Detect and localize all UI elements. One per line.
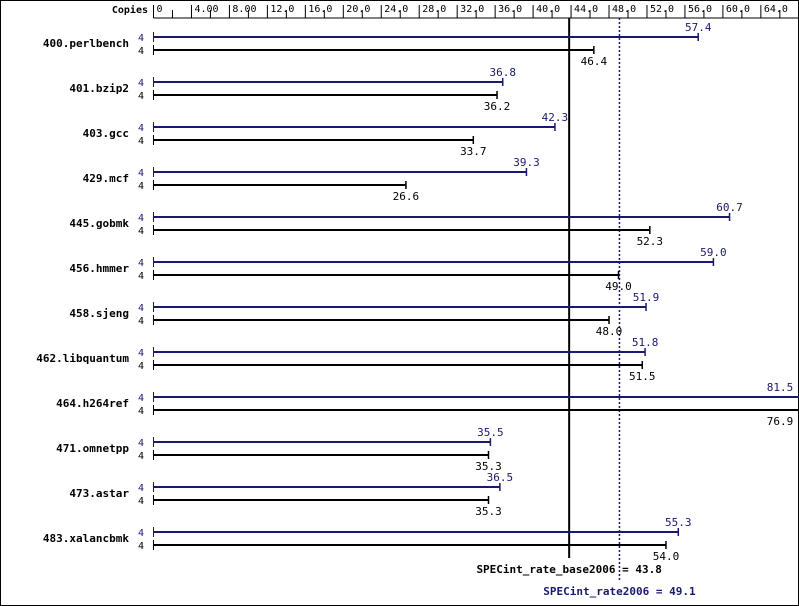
- copies-count: 4: [138, 78, 144, 89]
- value-label: 59.0: [700, 246, 727, 259]
- value-label: 57.4: [685, 21, 712, 34]
- copies-count: 4: [138, 33, 144, 44]
- x-tick-label: 44.0: [574, 4, 598, 15]
- value-label: 39.3: [513, 156, 540, 169]
- value-label: 51.5: [629, 370, 656, 383]
- reference-lines: SPECint_rate_base2006 = 43.8 SPECint_rate…: [476, 18, 696, 598]
- benchmark-label: 473.astar: [69, 487, 129, 500]
- x-tick-label: 52.0: [650, 4, 674, 15]
- benchmark-rows: 400.perlbench 4 57.4 4 46.4 401.bzip2 4 36.8 4 36…: [36, 21, 799, 563]
- x-tick-label: 48.0: [612, 4, 636, 15]
- benchmark-row: 462.libquantum 4 51.8 4 51.5: [36, 336, 658, 383]
- benchmark-label: 456.hmmer: [69, 262, 129, 275]
- benchmark-row: 464.h264ref 4 81.5 4 76.9: [56, 381, 799, 428]
- benchmark-label: 471.omnetpp: [56, 442, 129, 455]
- copies-count: 4: [138, 136, 144, 147]
- copies-count: 4: [138, 123, 144, 134]
- x-tick-label: 8.00: [232, 4, 256, 15]
- benchmark-label: 400.perlbench: [43, 37, 129, 50]
- benchmark-row: 445.gobmk 4 60.7 4 52.3: [69, 201, 742, 248]
- x-tick-label: 32.0: [460, 4, 484, 15]
- value-label: 81.5: [767, 381, 794, 394]
- value-label: 35.3: [475, 505, 502, 518]
- x-tick-label: 4.00: [194, 4, 218, 15]
- copies-count: 4: [138, 406, 144, 417]
- copies-count: 4: [138, 271, 144, 282]
- copies-count: 4: [138, 303, 144, 314]
- copies-count: 4: [138, 451, 144, 462]
- copies-count: 4: [138, 528, 144, 539]
- copies-count: 4: [138, 496, 144, 507]
- x-tick-label: 36.0: [498, 4, 522, 15]
- copies-count: 4: [138, 393, 144, 404]
- copies-count: 4: [138, 438, 144, 449]
- benchmark-label: 429.mcf: [83, 172, 129, 185]
- copies-count: 4: [138, 91, 144, 102]
- value-label: 36.5: [487, 471, 514, 484]
- x-tick-label: 40.0: [536, 4, 560, 15]
- benchmark-row: 429.mcf 4 39.3 4 26.6: [83, 156, 540, 203]
- benchmark-row: 473.astar 4 36.5 4 35.3: [69, 471, 513, 518]
- copies-count: 4: [138, 226, 144, 237]
- benchmark-row: 456.hmmer 4 59.0 4 49.0: [69, 246, 726, 293]
- x-tick-label: 20.0: [346, 4, 370, 15]
- value-label: 46.4: [581, 55, 608, 68]
- copies-header: Copies: [112, 4, 148, 16]
- x-tick-label: 64.0: [764, 4, 788, 15]
- x-tick-label: 16.0: [308, 4, 332, 15]
- benchmark-label: 483.xalancbmk: [43, 532, 129, 545]
- copies-count: 4: [138, 46, 144, 57]
- x-tick-label: 28.0: [422, 4, 446, 15]
- value-label: 36.8: [489, 66, 516, 79]
- value-label: 48.0: [596, 325, 623, 338]
- benchmark-label: 462.libquantum: [36, 352, 129, 365]
- benchmark-row: 483.xalancbmk 4 55.3 4 54.0: [43, 516, 692, 563]
- reference-line-label: SPECint_rate2006 = 49.1: [543, 585, 696, 598]
- value-label: 35.5: [477, 426, 504, 439]
- value-label: 35.3: [475, 460, 502, 473]
- benchmark-row: 403.gcc 4 42.3 4 33.7: [83, 111, 569, 158]
- copies-count: 4: [138, 361, 144, 372]
- copies-count: 4: [138, 258, 144, 269]
- value-label: 49.0: [605, 280, 632, 293]
- copies-count: 4: [138, 316, 144, 327]
- value-label: 54.0: [653, 550, 680, 563]
- value-label: 26.6: [393, 190, 420, 203]
- x-tick-label: 24.0: [384, 4, 408, 15]
- benchmark-row: 401.bzip2 4 36.8 4 36.2: [69, 66, 516, 113]
- value-label: 51.8: [632, 336, 659, 349]
- benchmark-label: 401.bzip2: [69, 82, 129, 95]
- copies-count: 4: [138, 181, 144, 192]
- benchmark-row: 458.sjeng 4 51.9 4 48.0: [69, 291, 659, 338]
- x-tick-label: 56.0: [688, 4, 712, 15]
- benchmark-label: 403.gcc: [83, 127, 129, 140]
- value-label: 76.9: [767, 415, 794, 428]
- value-label: 60.7: [716, 201, 743, 214]
- value-label: 33.7: [460, 145, 487, 158]
- value-label: 42.3: [542, 111, 569, 124]
- value-label: 52.3: [637, 235, 664, 248]
- copies-count: 4: [138, 213, 144, 224]
- copies-count: 4: [138, 483, 144, 494]
- benchmark-row: 400.perlbench 4 57.4 4 46.4: [43, 21, 712, 68]
- x-tick-label: 0: [157, 4, 163, 15]
- benchmark-label: 445.gobmk: [69, 217, 129, 230]
- benchmark-label: 464.h264ref: [56, 397, 129, 410]
- copies-count: 4: [138, 168, 144, 179]
- benchmark-label: 458.sjeng: [69, 307, 129, 320]
- x-tick-label: 60.0: [726, 4, 750, 15]
- value-label: 51.9: [633, 291, 660, 304]
- x-axis: 0 4.00 8.00 12.0 16.0 20.0 24.0 28.0 32.0 36.0 40.…: [153, 4, 799, 19]
- copies-count: 4: [138, 348, 144, 359]
- value-label: 36.2: [484, 100, 511, 113]
- benchmark-row: 471.omnetpp 4 35.5 4 35.3: [56, 426, 504, 473]
- x-tick-label: 12.0: [270, 4, 294, 15]
- copies-count: 4: [138, 541, 144, 552]
- reference-line-label: SPECint_rate_base2006 = 43.8: [476, 563, 661, 576]
- value-label: 55.3: [665, 516, 692, 529]
